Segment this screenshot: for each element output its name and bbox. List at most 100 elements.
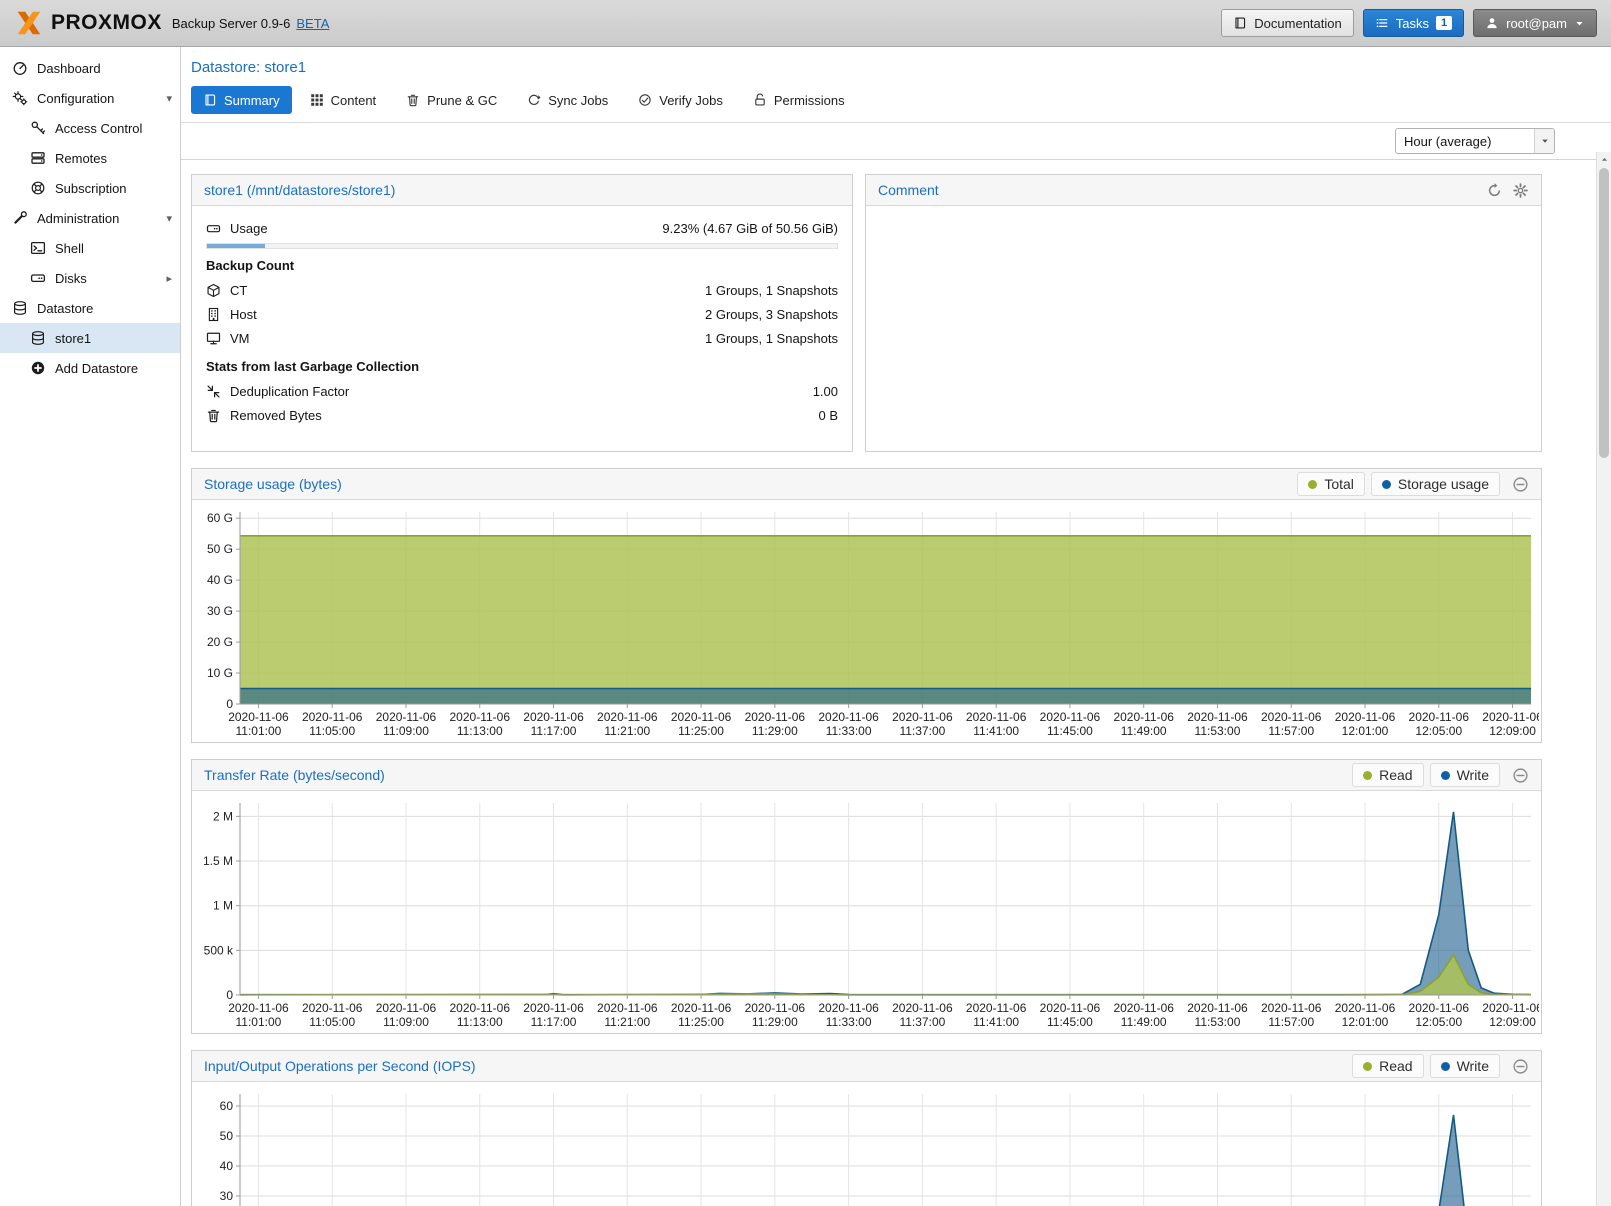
legend-dot bbox=[1440, 770, 1450, 780]
svg-text:2020-11-06: 2020-11-06 bbox=[1482, 710, 1539, 724]
sidebar-item-administration[interactable]: Administration ▾ bbox=[0, 203, 180, 233]
datastore-summary-panel: store1 (/mnt/datastores/store1) Usage 9.… bbox=[191, 174, 853, 452]
svg-text:2020-11-06: 2020-11-06 bbox=[1261, 710, 1322, 724]
caret-down-icon bbox=[1540, 136, 1550, 146]
svg-text:500 k: 500 k bbox=[204, 943, 234, 957]
svg-text:2 M: 2 M bbox=[213, 809, 233, 823]
scroll-up-arrow[interactable] bbox=[1597, 152, 1611, 167]
time-range-select[interactable]: Hour (average) bbox=[1395, 128, 1555, 154]
user-menu-button[interactable]: root@pam bbox=[1473, 9, 1597, 37]
collapse-panel-icon[interactable] bbox=[1512, 476, 1529, 493]
task-list-icon bbox=[1375, 16, 1389, 30]
svg-text:2020-11-06: 2020-11-06 bbox=[671, 710, 732, 724]
svg-text:2020-11-06: 2020-11-06 bbox=[450, 1001, 511, 1015]
svg-text:2020-11-06: 2020-11-06 bbox=[523, 1001, 584, 1015]
tab-sync-jobs[interactable]: Sync Jobs bbox=[515, 86, 620, 114]
collapse-panel-icon[interactable] bbox=[1512, 1058, 1529, 1075]
panel-header: Input/Output Operations per Second (IOPS… bbox=[192, 1051, 1541, 1082]
database-icon bbox=[30, 330, 46, 346]
svg-text:2020-11-06: 2020-11-06 bbox=[892, 1001, 953, 1015]
svg-text:2020-11-06: 2020-11-06 bbox=[1187, 710, 1248, 724]
gauge-icon bbox=[12, 60, 28, 76]
svg-text:11:21:00: 11:21:00 bbox=[604, 1015, 650, 1029]
iops-chart: 01020304050602020-11-0611:01:002020-11-0… bbox=[220, 1094, 1531, 1206]
svg-text:11:53:00: 11:53:00 bbox=[1195, 724, 1241, 738]
sidebar-item-datastore[interactable]: Datastore bbox=[0, 293, 180, 323]
tab-content[interactable]: Content bbox=[298, 86, 389, 114]
svg-text:2020-11-06: 2020-11-06 bbox=[228, 710, 289, 724]
svg-text:11:05:00: 11:05:00 bbox=[309, 724, 355, 738]
sidebar-item-configuration[interactable]: Configuration ▾ bbox=[0, 83, 180, 113]
grid-icon bbox=[310, 93, 324, 107]
legend-read[interactable]: Read bbox=[1352, 763, 1424, 787]
legend-storage-usage[interactable]: Storage usage bbox=[1370, 472, 1500, 496]
dedup-factor-row: Deduplication Factor 1.00 bbox=[206, 379, 838, 403]
documentation-button[interactable]: Documentation bbox=[1221, 9, 1354, 37]
sidebar-item-access-control[interactable]: Access Control bbox=[0, 113, 180, 143]
tab-prune-gc[interactable]: Prune & GC bbox=[394, 86, 509, 114]
sidebar-item-remotes[interactable]: Remotes bbox=[0, 143, 180, 173]
collapse-arrow-icon[interactable]: ▾ bbox=[166, 212, 172, 225]
svg-text:2020-11-06: 2020-11-06 bbox=[1187, 1001, 1248, 1015]
panel-header: store1 (/mnt/datastores/store1) bbox=[192, 175, 852, 206]
sidebar-item-shell[interactable]: Shell bbox=[0, 233, 180, 263]
svg-text:12:09:00: 12:09:00 bbox=[1489, 1015, 1536, 1029]
gc-stats-heading: Stats from last Garbage Collection bbox=[206, 359, 420, 374]
sidebar-item-store1[interactable]: store1 bbox=[0, 323, 180, 353]
scrollbar-thumb[interactable] bbox=[1599, 168, 1609, 458]
svg-text:11:21:00: 11:21:00 bbox=[604, 724, 650, 738]
legend-write[interactable]: Write bbox=[1429, 763, 1500, 787]
tab-bar: Summary Content Prune & GC Sync Jobs Ver… bbox=[181, 76, 1611, 123]
host-row: Host 2 Groups, 3 Snapshots bbox=[206, 302, 838, 326]
database-icon bbox=[12, 300, 28, 316]
svg-text:40: 40 bbox=[220, 1159, 234, 1173]
tab-permissions[interactable]: Permissions bbox=[741, 86, 857, 114]
gear-icon[interactable] bbox=[1512, 182, 1529, 199]
transfer-rate-chart-panel: Transfer Rate (bytes/second) Read Write bbox=[191, 759, 1542, 1034]
svg-text:2020-11-06: 2020-11-06 bbox=[892, 710, 953, 724]
reload-icon[interactable] bbox=[1486, 182, 1503, 199]
legend-write[interactable]: Write bbox=[1429, 1054, 1500, 1078]
svg-text:11:49:00: 11:49:00 bbox=[1121, 724, 1167, 738]
main-area: Datastore: store1 Summary Content Prune … bbox=[181, 47, 1611, 1206]
building-icon bbox=[206, 307, 221, 322]
svg-text:2020-11-06: 2020-11-06 bbox=[1409, 710, 1470, 724]
legend-total[interactable]: Total bbox=[1297, 472, 1365, 496]
tasks-count-badge: 1 bbox=[1435, 16, 1453, 30]
collapse-arrow-icon[interactable]: ▾ bbox=[166, 92, 172, 105]
svg-text:11:41:00: 11:41:00 bbox=[973, 724, 1019, 738]
svg-text:11:29:00: 11:29:00 bbox=[752, 1015, 798, 1029]
page-title: Datastore: store1 bbox=[191, 59, 307, 76]
legend-dot bbox=[1381, 479, 1391, 489]
svg-text:2020-11-06: 2020-11-06 bbox=[523, 710, 584, 724]
tab-summary[interactable]: Summary bbox=[191, 86, 292, 114]
storage-usage-chart: 010 G20 G30 G40 G50 G60 G2020-11-0611:01… bbox=[207, 511, 1539, 738]
svg-text:11:33:00: 11:33:00 bbox=[826, 724, 872, 738]
storage-usage-chart-panel: Storage usage (bytes) Total Storage usag… bbox=[191, 468, 1542, 743]
svg-text:20 G: 20 G bbox=[207, 635, 233, 649]
beta-link[interactable]: BETA bbox=[296, 15, 330, 31]
svg-text:50: 50 bbox=[220, 1129, 234, 1143]
vertical-scrollbar[interactable] bbox=[1596, 152, 1611, 1206]
svg-text:2020-11-06: 2020-11-06 bbox=[376, 710, 437, 724]
collapse-panel-icon[interactable] bbox=[1512, 767, 1529, 784]
sidebar-item-dashboard[interactable]: Dashboard bbox=[0, 53, 180, 83]
sidebar-item-subscription[interactable]: Subscription bbox=[0, 173, 180, 203]
sidebar-item-disks[interactable]: Disks ▸ bbox=[0, 263, 180, 293]
top-bar: PROXMOX Backup Server 0.9-6 BETA Documen… bbox=[0, 0, 1611, 47]
sidebar-item-add-datastore[interactable]: Add Datastore bbox=[0, 353, 180, 383]
combo-trigger[interactable] bbox=[1534, 129, 1554, 153]
expand-arrow-icon[interactable]: ▸ bbox=[166, 272, 172, 285]
panel-header: Comment bbox=[866, 175, 1541, 206]
legend-read[interactable]: Read bbox=[1352, 1054, 1424, 1078]
book-icon bbox=[1233, 16, 1247, 30]
tab-verify-jobs[interactable]: Verify Jobs bbox=[626, 86, 735, 114]
svg-text:2020-11-06: 2020-11-06 bbox=[671, 1001, 732, 1015]
svg-text:10 G: 10 G bbox=[207, 666, 233, 680]
svg-text:11:45:00: 11:45:00 bbox=[1047, 724, 1093, 738]
svg-text:2020-11-06: 2020-11-06 bbox=[1335, 710, 1396, 724]
tasks-button[interactable]: Tasks 1 bbox=[1362, 9, 1465, 37]
svg-text:12:05:00: 12:05:00 bbox=[1415, 724, 1462, 738]
svg-text:11:33:00: 11:33:00 bbox=[826, 1015, 872, 1029]
svg-text:0: 0 bbox=[226, 988, 233, 1002]
